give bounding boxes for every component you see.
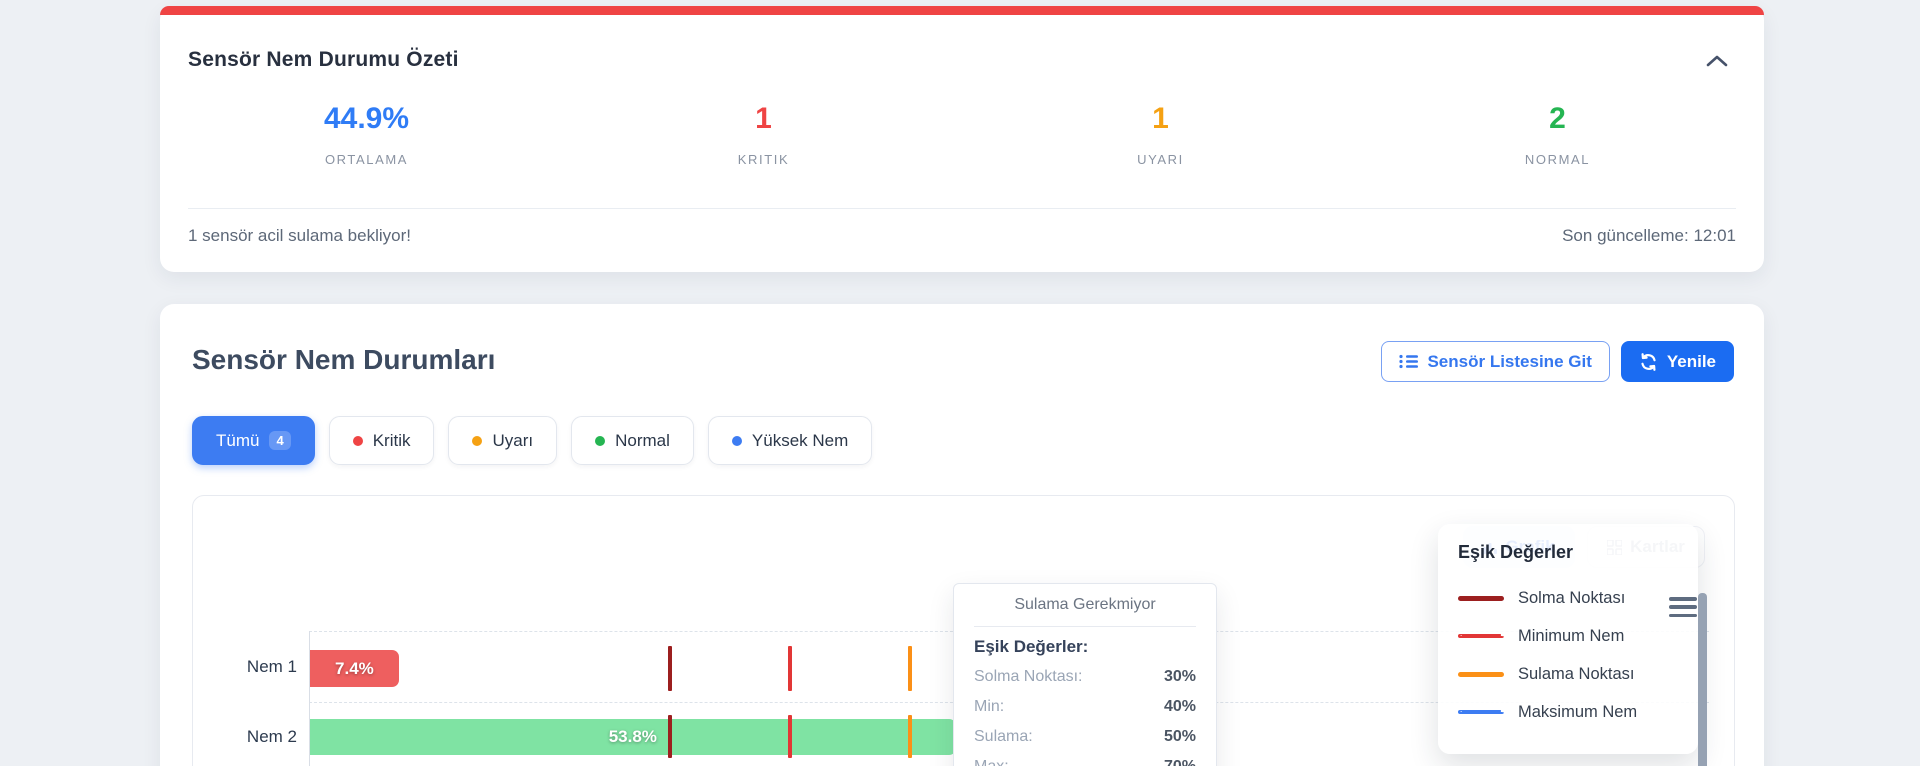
stat-value: 1 — [755, 102, 772, 135]
threshold-tick — [788, 646, 792, 691]
status-dot-critical — [352, 435, 363, 446]
tooltip-row-value: 40% — [1163, 698, 1196, 715]
status-dot-normal — [595, 435, 606, 446]
divider — [188, 208, 1736, 209]
legend-panel: Eşik Değerler Solma Noktası Minimum Nem … — [1438, 524, 1698, 754]
filter-chip-yuksek-nem[interactable]: Yüksek Nem — [707, 416, 873, 465]
legend-item[interactable]: Sulama Noktası — [1458, 655, 1678, 693]
stat-label: NORMAL — [1524, 152, 1591, 167]
filter-count-badge: 4 — [269, 431, 291, 450]
filter-chip-label: Normal — [615, 430, 670, 450]
tooltip-row-label: Min: — [974, 698, 1005, 715]
tooltip-row: Max: 70% — [974, 758, 1196, 766]
go-to-sensor-list-label: Sensör Listesine Git — [1427, 351, 1592, 371]
legend-line-dashed-blue — [1458, 710, 1504, 714]
legend-item[interactable]: Solma Noktası — [1458, 579, 1678, 617]
status-dot-warning — [472, 435, 483, 446]
bar-value-label: 7.4% — [335, 658, 374, 678]
legend-item[interactable]: Minimum Nem — [1458, 617, 1678, 655]
stat-label: KRITIK — [737, 152, 790, 167]
threshold-tick — [668, 646, 672, 691]
refresh-label: Yenile — [1666, 351, 1716, 371]
stat-value: 1 — [1152, 102, 1169, 135]
header-buttons: Sensör Listesine Git Yenile — [1381, 341, 1734, 382]
stat-label: UYARI — [1137, 152, 1184, 167]
summary-alert-text: 1 sensör acil sulama bekliyor! — [188, 226, 411, 245]
tooltip-row: Solma Noktası: 30% — [974, 668, 1196, 686]
chart-tooltip: Sulama Gerekmiyor Eşik Değerler: Solma N… — [953, 583, 1217, 766]
threshold-tick — [908, 715, 912, 758]
refresh-button[interactable]: Yenile — [1620, 341, 1734, 382]
legend-label: Minimum Nem — [1518, 626, 1625, 645]
category-label: Nem 1 — [246, 657, 297, 676]
tooltip-row: Min: 40% — [974, 698, 1196, 716]
card-accent-bar — [160, 6, 1764, 15]
filter-chip-tumu[interactable]: Tümü 4 — [192, 416, 315, 465]
go-to-sensor-list-button[interactable]: Sensör Listesine Git — [1381, 341, 1610, 382]
chevron-up-icon — [1704, 53, 1738, 69]
stat-value: 2 — [1549, 102, 1566, 135]
tooltip-section-title: Eşik Değerler: — [974, 637, 1089, 656]
stats-row: 44.9% ORTALAMA 1 KRITIK 1 UYARI 2 NORMAL — [168, 102, 1756, 198]
tooltip-title: Sulama Gerekmiyor — [1014, 596, 1156, 613]
legend-label: Solma Noktası — [1518, 588, 1626, 607]
y-axis-line — [309, 631, 310, 766]
filter-chip-normal[interactable]: Normal — [571, 416, 694, 465]
filter-chip-label: Yüksek Nem — [751, 430, 849, 450]
tooltip-row-label: Max: — [974, 758, 1009, 766]
threshold-tick — [668, 715, 672, 758]
legend-label: Maksimum Nem — [1518, 702, 1638, 721]
threshold-tick — [788, 715, 792, 758]
legend-label: Sulama Noktası — [1518, 664, 1635, 683]
threshold-tick — [908, 646, 912, 691]
humidity-bar-nem2[interactable]: 53.8% — [310, 719, 956, 755]
humidity-bar-nem1[interactable]: 7.4% — [310, 650, 399, 687]
tooltip-row-value: 70% — [1164, 758, 1196, 766]
filter-chip-label: Uyarı — [492, 430, 534, 450]
tooltip-row-label: Sulama: — [974, 728, 1033, 745]
bar-value-label: 53.8% — [608, 727, 657, 746]
collapse-button[interactable] — [1704, 48, 1738, 74]
chart-menu-hamburger-icon[interactable] — [1669, 596, 1697, 618]
legend-line-solid-orange — [1458, 671, 1504, 677]
status-dot-high-humidity — [731, 435, 742, 446]
stat-label: ORTALAMA — [324, 152, 409, 167]
stat-item: 2 NORMAL — [1359, 102, 1756, 198]
tooltip-row-label: Solma Noktası: — [974, 668, 1083, 685]
divider — [974, 626, 1196, 627]
refresh-icon — [1639, 352, 1658, 371]
summary-card: Sensör Nem Durumu Özeti 44.9% ORTALAMA 1… — [160, 6, 1764, 272]
filter-chips: Tümü 4 Kritik Uyarı Normal Yüksek Nem — [192, 416, 873, 465]
filter-chip-kritik[interactable]: Kritik — [328, 416, 435, 465]
tooltip-row-value: 50% — [1163, 728, 1196, 745]
list-icon — [1399, 354, 1419, 369]
tooltip-row: Sulama: 50% — [974, 728, 1196, 746]
filter-chip-label: Tümü — [216, 430, 260, 450]
legend-line-solid-darkred — [1458, 595, 1504, 601]
sensors-card: Sensör Nem Durumları Sensör Listesine Gi… — [160, 304, 1764, 766]
filter-chip-label: Kritik — [372, 430, 411, 450]
stat-item: 1 UYARI — [962, 102, 1359, 198]
chart-scrollbar[interactable] — [1698, 593, 1707, 766]
category-label: Nem 2 — [246, 727, 297, 746]
legend-item[interactable]: Maksimum Nem — [1458, 693, 1678, 731]
stat-item: 1 KRITIK — [565, 102, 962, 198]
sensors-title: Sensör Nem Durumları — [192, 344, 496, 375]
last-update-text: Son güncelleme: 12:01 — [1562, 226, 1736, 245]
stat-value: 44.9% — [323, 102, 410, 135]
tooltip-row-value: 30% — [1163, 668, 1196, 685]
legend-title: Eşik Değerler — [1458, 542, 1574, 562]
summary-title: Sensör Nem Durumu Özeti — [188, 48, 459, 71]
filter-chip-uyari[interactable]: Uyarı — [448, 416, 558, 465]
stat-item: 44.9% ORTALAMA — [168, 102, 565, 198]
chart-panel: Nem 1 Nem 2 7.4% 53.8% Grafik — [192, 495, 1735, 766]
legend-line-dashed-red — [1458, 634, 1504, 638]
